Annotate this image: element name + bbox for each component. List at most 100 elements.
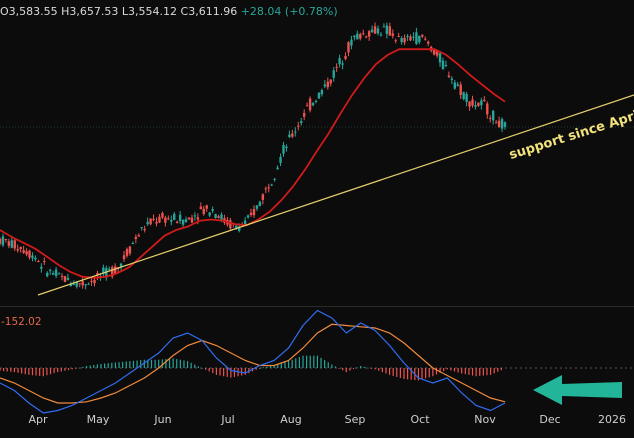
macd-histogram-bar: [468, 368, 470, 375]
candle-body: [81, 281, 84, 286]
candle-body: [220, 214, 223, 220]
candle-body: [122, 255, 126, 260]
candle-body: [119, 263, 123, 268]
macd-histogram-bar: [183, 360, 185, 368]
macd-histogram-bar: [464, 368, 466, 375]
candle-body: [441, 60, 445, 70]
macd-histogram-bar: [457, 368, 459, 373]
candle-body: [13, 240, 16, 249]
macd-histogram-bar: [205, 368, 207, 370]
macd-histogram-bar: [10, 368, 12, 372]
macd-histogram-bar: [194, 364, 196, 368]
candle-body: [40, 266, 43, 269]
x-tick-label: Jun: [154, 413, 172, 426]
candle-body: [199, 206, 203, 210]
macd-histogram-bar: [53, 368, 55, 374]
candle-body: [503, 122, 507, 127]
macd-histogram-bar: [150, 359, 153, 368]
macd-histogram-bar: [453, 368, 456, 372]
candle-body: [373, 26, 377, 34]
candle-body: [69, 283, 73, 287]
macd-histogram-bar: [309, 355, 311, 368]
candle-body: [491, 110, 495, 121]
macd-histogram-bar: [396, 368, 398, 377]
candle-body: [161, 213, 164, 218]
macd-histogram-bar: [497, 368, 499, 372]
candle-body: [438, 53, 442, 63]
change-value: +28.04 (+0.78%): [240, 5, 338, 18]
candle-body: [43, 260, 46, 262]
macd-histogram-bar: [471, 368, 474, 376]
macd-histogram-bar: [399, 368, 401, 378]
macd-histogram-bar: [320, 357, 322, 368]
x-tick-label: Oct: [410, 413, 430, 426]
candle-body: [494, 122, 498, 124]
candle-body: [202, 208, 205, 215]
candle-body: [84, 284, 87, 286]
candle-body: [297, 125, 300, 127]
macd-histogram-bar: [85, 365, 88, 368]
candle-body: [394, 40, 397, 42]
candle-body: [474, 104, 477, 107]
macd-histogram-bar: [154, 359, 156, 368]
macd-histogram-bar: [35, 368, 37, 376]
candle-body: [424, 38, 427, 40]
macd-histogram-bar: [132, 360, 135, 368]
candle-body: [184, 219, 188, 222]
macd-histogram-bar: [421, 368, 423, 380]
macd-histogram-bar: [316, 355, 319, 368]
macd-histogram-bar: [443, 368, 445, 372]
candle-body: [367, 31, 371, 37]
macd-histogram-bar: [349, 368, 351, 371]
macd-histogram-bar: [280, 363, 282, 368]
candle-body: [205, 205, 208, 209]
macd-histogram-bar: [67, 368, 70, 371]
macd-histogram-bar: [352, 368, 355, 370]
candle-body: [285, 146, 288, 149]
candle-body: [217, 216, 220, 219]
candle-body: [311, 103, 315, 106]
macd-histogram-bar: [21, 368, 23, 374]
candle-body: [57, 273, 61, 275]
macd-histogram-bar: [197, 366, 199, 368]
macd-histogram-bar: [259, 368, 261, 369]
candle-body: [238, 226, 241, 231]
macd-histogram-bar: [219, 368, 221, 376]
candle-body: [87, 283, 90, 285]
candle-body: [400, 37, 403, 43]
macd-histogram-bar: [28, 368, 30, 375]
candle-body: [432, 50, 436, 55]
candle-body: [450, 78, 454, 80]
macd-histogram-bar: [417, 368, 420, 381]
candle-body: [252, 208, 256, 216]
candle-body: [249, 212, 253, 215]
macd-histogram-bar: [486, 368, 488, 376]
macd-histogram-bar: [244, 368, 246, 375]
candle-body: [329, 79, 332, 84]
macd-histogram-bar: [306, 355, 308, 368]
candle-body: [294, 131, 297, 133]
candle-body: [75, 281, 78, 287]
candle-body: [193, 215, 197, 217]
candle-body: [255, 205, 259, 209]
macd-histogram-bar: [143, 359, 145, 368]
candle-body: [164, 217, 167, 223]
candle-body: [341, 63, 344, 65]
macd-histogram-bar: [331, 364, 333, 368]
x-tick-label: Nov: [474, 413, 496, 426]
candle-body: [291, 133, 294, 137]
macd-histogram-bar: [345, 368, 347, 373]
candle-body: [96, 273, 99, 276]
macd-histogram-bar: [284, 362, 286, 368]
candle-body: [308, 98, 312, 111]
x-tick-label: 2026: [598, 413, 626, 426]
candle-body: [78, 283, 81, 285]
macd-histogram-bar: [208, 368, 210, 372]
candle-body: [178, 214, 182, 222]
macd-histogram-bar: [327, 362, 329, 368]
candle-body: [187, 217, 191, 220]
candle-body: [134, 236, 138, 240]
macd-histogram-bar: [367, 367, 369, 369]
